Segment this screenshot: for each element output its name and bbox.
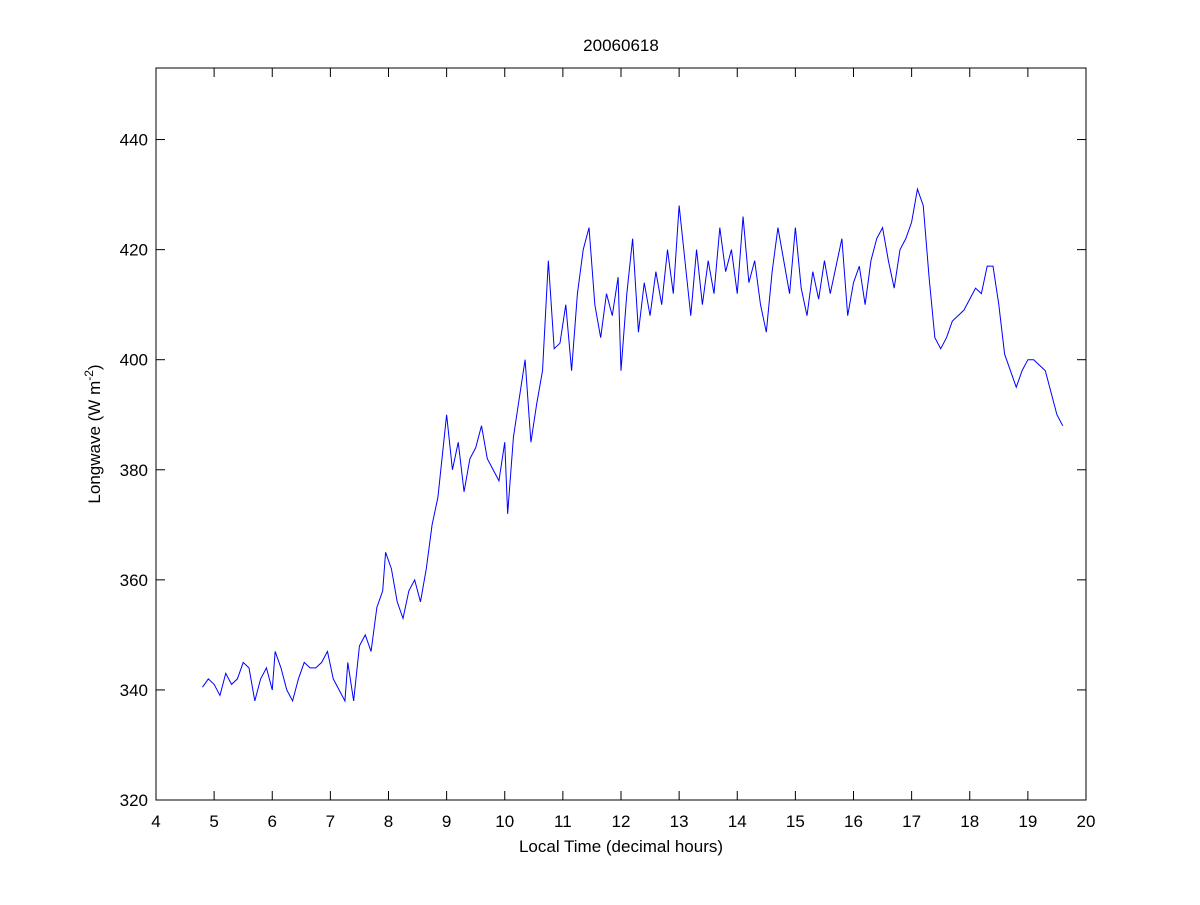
y-tick-label: 420 xyxy=(120,241,148,260)
x-tick-label: 20 xyxy=(1077,812,1096,831)
x-tick-label: 15 xyxy=(786,812,805,831)
y-axis-label-main: Longwave (W m xyxy=(85,381,104,504)
x-tick-label: 7 xyxy=(326,812,335,831)
y-axis-label-sup: -2 xyxy=(82,370,96,381)
x-tick-label: 16 xyxy=(844,812,863,831)
y-axis-label: Longwave (W m-2) xyxy=(82,364,104,503)
x-tick-label: 13 xyxy=(670,812,689,831)
x-tick-label: 4 xyxy=(151,812,160,831)
x-tick-label: 11 xyxy=(554,812,572,831)
x-tick-label: 12 xyxy=(612,812,631,831)
y-tick-label: 440 xyxy=(120,131,148,150)
plot-box xyxy=(155,67,1087,801)
x-tick-label: 6 xyxy=(268,812,277,831)
x-axis-label: Local Time (decimal hours) xyxy=(519,837,723,856)
x-tick-label: 14 xyxy=(728,812,747,831)
chart-title: 20060618 xyxy=(583,36,659,55)
x-tick-label: 5 xyxy=(209,812,218,831)
y-tick-label: 400 xyxy=(120,351,148,370)
y-tick-label: 380 xyxy=(120,461,148,480)
y-tick-label: 340 xyxy=(120,681,148,700)
x-tick-label: 18 xyxy=(960,812,979,831)
y-axis-label-end: ) xyxy=(85,364,104,370)
y-tick-label: 360 xyxy=(120,571,148,590)
x-tick-label: 19 xyxy=(1018,812,1037,831)
y-tick-label: 320 xyxy=(120,791,148,810)
data-line xyxy=(202,187,1064,703)
x-tick-label: 10 xyxy=(495,812,514,831)
x-tick-label: 9 xyxy=(442,812,451,831)
x-tick-label: 17 xyxy=(902,812,921,831)
x-tick-label: 8 xyxy=(384,812,393,831)
